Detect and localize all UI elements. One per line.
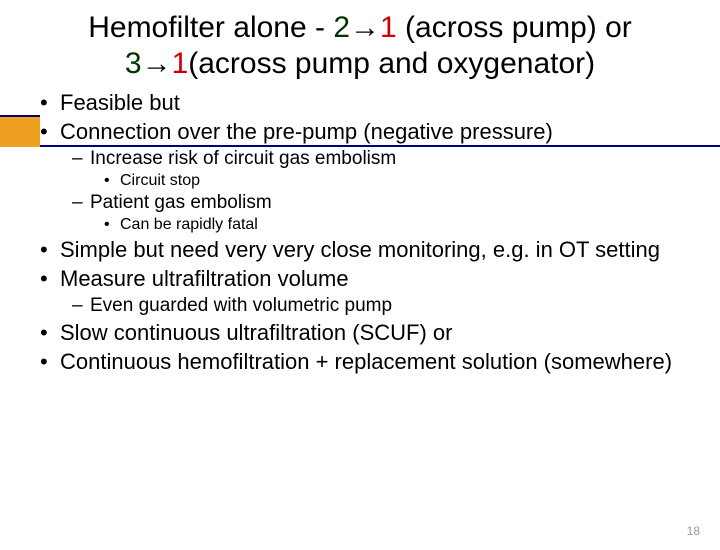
bullet-4: Measure ultrafiltration volume: [40, 266, 690, 292]
accent-bar: [0, 115, 40, 147]
title-num-3: 3: [125, 47, 142, 80]
title-arrow-2: →: [142, 47, 172, 80]
bullet-2-2: Patient gas embolism: [40, 192, 690, 214]
slide-title: Hemofilter alone - 2→1 (across pump) or …: [60, 10, 660, 82]
bullet-3: Simple but need very very close monitori…: [40, 237, 690, 263]
bullet-4-1: Even guarded with volumetric pump: [40, 295, 690, 317]
bullet-6: Continuous hemofiltration + replacement …: [40, 349, 690, 375]
title-num-1b: 1: [172, 47, 189, 80]
title-num-2: 2: [333, 11, 350, 44]
title-mid1: (across pump) or: [397, 11, 632, 44]
accent-line: [40, 145, 720, 147]
title-pre: Hemofilter alone -: [88, 11, 333, 44]
title-num-1a: 1: [380, 11, 397, 44]
bullet-2: Connection over the pre-pump (negative p…: [40, 119, 690, 145]
page-number: 18: [687, 524, 700, 538]
title-arrow-1: →: [350, 11, 380, 44]
bullet-2-1-1: Circuit stop: [40, 172, 690, 190]
bullet-1: Feasible but: [40, 90, 690, 116]
title-mid2: (across pump and oxygenator): [188, 47, 595, 80]
bullet-list: Feasible but Connection over the pre-pum…: [40, 90, 690, 375]
bullet-5: Slow continuous ultrafiltration (SCUF) o…: [40, 320, 690, 346]
bullet-2-1: Increase risk of circuit gas embolism: [40, 148, 690, 170]
bullet-2-2-1: Can be rapidly fatal: [40, 216, 690, 234]
